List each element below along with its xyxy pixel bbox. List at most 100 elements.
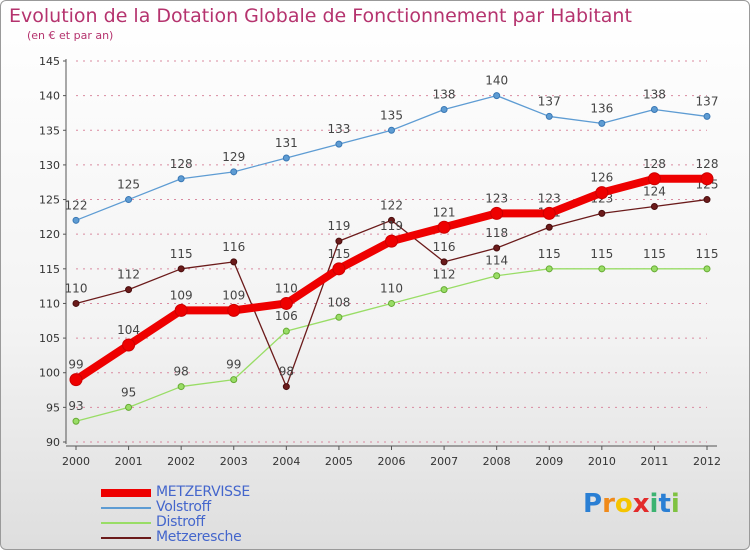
chart-title: Evolution de la Dotation Globale de Fonc…: [9, 5, 632, 27]
data-label-metzervisse: 126: [590, 171, 613, 185]
data-point-volstroff: [545, 112, 553, 120]
data-label-distroff: 93: [68, 399, 83, 413]
data-label-metzeresche: 98: [279, 365, 294, 379]
legend-label-volstroff: Volstroff: [156, 499, 211, 515]
x-tick-label: 2001: [115, 455, 143, 468]
data-point-metzervisse: [437, 220, 451, 234]
logo-letter: o: [614, 489, 633, 519]
data-label-distroff: 106: [275, 309, 298, 323]
data-point-volstroff: [177, 175, 185, 183]
y-tick-label: 145: [39, 55, 60, 68]
data-point-metzeresche: [177, 265, 185, 273]
y-tick-label: 125: [39, 194, 60, 207]
x-tick-label: 2007: [430, 455, 458, 468]
data-label-volstroff: 122: [65, 198, 88, 212]
data-label-distroff: 112: [433, 268, 456, 282]
data-point-metzervisse: [122, 338, 136, 352]
data-label-metzervisse: 128: [643, 157, 666, 171]
data-label-volstroff: 136: [590, 101, 613, 115]
chart-subtitle: (en € et par an): [27, 29, 114, 42]
legend-swatch-metzervisse: [101, 489, 151, 497]
data-point-distroff: [125, 403, 133, 411]
data-point-distroff: [335, 313, 343, 321]
data-point-volstroff: [335, 140, 343, 148]
logo-letter: x: [632, 489, 650, 519]
data-point-distroff: [72, 417, 80, 425]
logo-letter: i: [670, 489, 680, 519]
data-point-metzervisse: [332, 262, 346, 276]
y-tick-label: 110: [39, 297, 60, 310]
legend-item-metzervisse: METZERVISSE: [101, 484, 321, 500]
data-point-metzervisse: [385, 234, 398, 248]
data-label-volstroff: 138: [643, 87, 666, 101]
data-point-volstroff: [650, 105, 658, 113]
legend-swatch-volstroff: [101, 507, 151, 509]
data-label-metzervisse: 123: [538, 191, 561, 205]
x-tick-label: 2004: [272, 455, 300, 468]
data-label-volstroff: 131: [275, 136, 298, 150]
data-label-distroff: 115: [538, 247, 561, 261]
x-tick-label: 2011: [640, 455, 668, 468]
data-label-metzervisse: 123: [485, 191, 508, 205]
data-label-metzeresche: 118: [485, 226, 508, 240]
legend-label-distroff: Distroff: [156, 514, 205, 530]
data-label-metzeresche: 115: [170, 247, 193, 261]
data-label-distroff: 114: [485, 254, 508, 268]
data-label-metzeresche: 124: [643, 184, 666, 198]
data-point-metzervisse: [227, 303, 241, 317]
x-tick-label: 2000: [62, 455, 90, 468]
data-point-metzervisse: [700, 172, 714, 186]
y-tick-label: 130: [39, 159, 60, 172]
data-label-metzeresche: 122: [380, 198, 403, 212]
data-label-metzervisse: 119: [380, 219, 403, 233]
data-label-distroff: 98: [174, 365, 189, 379]
data-label-metzervisse: 121: [433, 205, 456, 219]
x-tick-label: 2010: [588, 455, 616, 468]
y-tick-label: 120: [39, 228, 60, 241]
legend-label-metzeresche: Metzeresche: [156, 529, 242, 545]
legend-item-distroff: Distroff: [101, 514, 321, 530]
data-point-volstroff: [125, 196, 133, 204]
data-point-metzervisse: [542, 206, 556, 220]
data-label-volstroff: 138: [433, 87, 456, 101]
x-tick-label: 2006: [378, 455, 406, 468]
data-label-volstroff: 137: [696, 94, 719, 108]
x-tick-label: 2009: [535, 455, 563, 468]
data-point-metzeresche: [335, 237, 343, 245]
logo-letter: i: [649, 489, 659, 519]
logo-letter: t: [658, 489, 671, 519]
data-label-volstroff: 135: [380, 108, 403, 122]
data-point-metzervisse: [174, 303, 188, 317]
legend-swatch-metzeresche: [101, 537, 151, 539]
data-label-metzeresche: 119: [327, 219, 350, 233]
data-label-volstroff: 137: [538, 94, 561, 108]
x-tick-label: 2012: [693, 455, 721, 468]
data-label-metzervisse: 110: [275, 281, 298, 295]
data-label-volstroff: 133: [327, 122, 350, 136]
data-point-metzeresche: [545, 223, 553, 231]
data-point-metzeresche: [125, 286, 133, 294]
data-point-metzervisse: [69, 373, 83, 387]
data-label-metzervisse: 99: [68, 358, 83, 372]
data-label-metzervisse: 109: [170, 288, 193, 302]
data-label-volstroff: 128: [170, 157, 193, 171]
data-point-distroff: [440, 286, 448, 294]
y-tick-label: 100: [39, 367, 60, 380]
data-point-volstroff: [282, 154, 290, 162]
data-point-distroff: [493, 272, 501, 280]
data-point-volstroff: [72, 216, 80, 224]
data-label-metzervisse: 128: [696, 157, 719, 171]
data-point-metzeresche: [440, 258, 448, 266]
data-point-distroff: [703, 265, 711, 273]
data-label-metzeresche: 110: [65, 281, 88, 295]
logo-letter: P: [583, 489, 603, 519]
data-point-distroff: [650, 265, 658, 273]
data-point-metzeresche: [72, 299, 80, 307]
legend-swatch-distroff: [101, 522, 151, 524]
data-label-metzeresche: 116: [433, 240, 456, 254]
data-point-volstroff: [493, 92, 501, 100]
logo-letter: r: [602, 489, 615, 519]
data-point-distroff: [388, 299, 395, 307]
data-point-volstroff: [440, 105, 448, 113]
data-point-metzervisse: [490, 206, 504, 220]
